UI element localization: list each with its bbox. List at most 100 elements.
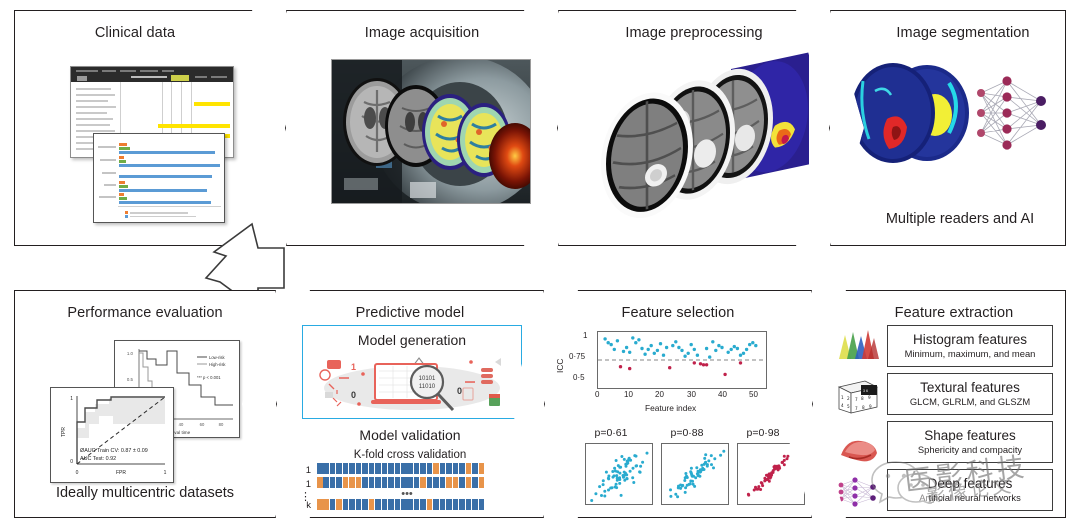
icc-xtick: 0 (595, 390, 600, 399)
kfold-cell (414, 477, 420, 488)
kfold-cell (407, 499, 413, 510)
kfold-cell (440, 463, 446, 474)
kfold-cell (414, 499, 420, 510)
kfold-cell (459, 477, 465, 488)
panel-title-performance-evaluation: Performance evaluation (67, 305, 223, 321)
svg-text:1.0: 1.0 (127, 351, 134, 356)
svg-text:0: 0 (76, 470, 79, 476)
kfold-cell (330, 463, 336, 474)
kfold-cell (453, 499, 459, 510)
icc-xtick: 30 (687, 390, 696, 399)
kfold-cell (362, 499, 368, 510)
kfold-cell (375, 499, 381, 510)
svg-text:0: 0 (351, 390, 356, 400)
kfold-cell (420, 477, 426, 488)
kfold-row-label: 1 (305, 479, 311, 490)
kfold-row-label: k (306, 500, 311, 511)
spreadsheet-toolbar (71, 67, 233, 82)
kfold-row-label: 1 (305, 465, 311, 476)
corr-label: p=0·88 (670, 427, 704, 439)
kfold-cell (446, 463, 452, 474)
kfold-cell (440, 477, 446, 488)
svg-text:High-risk: High-risk (209, 362, 226, 367)
model-generation-box: Model generation 1 0 0 (302, 325, 522, 419)
clinical-bar-chart (93, 133, 225, 223)
svg-text:0.5: 0.5 (127, 377, 134, 382)
highlight-cell (194, 102, 230, 106)
kfold-cell (446, 477, 452, 488)
kfold-bar-row (317, 499, 485, 510)
kfold-ellipsis: ••• (401, 488, 413, 500)
kfold-cell (317, 463, 323, 474)
icc-xtick: 10 (624, 390, 633, 399)
kfold-cell (433, 499, 439, 510)
kfold-cell (375, 463, 381, 474)
kfold-label: K-fold cross validation (353, 449, 467, 461)
histogram-icon (835, 327, 881, 366)
svg-text:1: 1 (841, 395, 844, 400)
correlation-scatter-3 (737, 443, 805, 505)
svg-text:*** p < 0.001: *** p < 0.001 (197, 375, 221, 380)
model-generation-illustration: 1 0 0 10101 11010 (303, 354, 521, 414)
feature-box-deep[interactable]: Deep features Artificial neural networks (887, 469, 1053, 511)
neural-network-icon (973, 67, 1055, 159)
svg-text:80: 80 (219, 422, 224, 427)
panel-title-feature-extraction: Feature extraction (894, 305, 1014, 321)
kfold-cell (336, 463, 342, 474)
icc-xtick: 40 (718, 390, 727, 399)
kfold-cell (382, 499, 388, 510)
feature-box-subtitle: Artificial neural networks (919, 492, 1021, 504)
svg-text:TPR: TPR (61, 427, 67, 437)
panel-title-feature-selection: Feature selection (621, 305, 735, 321)
svg-text:0: 0 (70, 459, 73, 465)
kfold-cell (362, 477, 368, 488)
kfold-cell (472, 477, 478, 488)
correlation-scatter-1 (585, 443, 653, 505)
panel-title-image-preprocessing: Image preprocessing (625, 25, 763, 41)
highlight-cell (158, 124, 229, 128)
kfold-cell (330, 477, 336, 488)
roc-curve-chart: 1 0 0 1 FPR TPR ØAUC Train CV: 0.87 ± 0.… (50, 387, 174, 483)
panel-image-acquisition: Image acquisition (286, 10, 558, 246)
kfold-cell (401, 463, 407, 474)
correlation-scatter-2 (661, 443, 729, 505)
svg-text:9: 9 (868, 395, 871, 400)
mri-scanner-photo (331, 59, 531, 204)
kfold-cell (343, 499, 349, 510)
kfold-cell (349, 463, 355, 474)
svg-text:4: 4 (841, 403, 844, 408)
feature-box-subtitle: Sphericity and compacity (917, 444, 1023, 456)
feature-box-shape[interactable]: Shape features Sphericity and compacity (887, 421, 1053, 463)
kfold-cell (356, 499, 362, 510)
feature-box-textural[interactable]: Textural features GLCM, GLRLM, and GLSZM (887, 373, 1053, 415)
svg-text:5: 5 (847, 404, 850, 409)
kfold-cell (472, 499, 478, 510)
icc-scatter-plot (597, 331, 767, 389)
kfold-cell (356, 463, 362, 474)
kfold-cell (317, 477, 323, 488)
kfold-cell (388, 463, 394, 474)
svg-text:1: 1 (164, 470, 167, 476)
panel-title-image-segmentation: Image segmentation (896, 25, 1030, 41)
svg-text:60: 60 (200, 422, 205, 427)
kfold-cell (395, 463, 401, 474)
kfold-cell (330, 499, 336, 510)
kfold-cell (323, 499, 329, 510)
icc-ytick: 1 (583, 331, 588, 340)
svg-text:Survival time: Survival time (164, 430, 191, 435)
panel-feature-selection: Feature selection ICC 1 0·75 0·5 0 10 20… (544, 290, 812, 518)
kfold-cell (375, 477, 381, 488)
kfold-cell (427, 463, 433, 474)
panel-clinical-data: Clinical data (14, 10, 286, 246)
kfold-cell (420, 463, 426, 474)
panel-image-segmentation: Image segmentation (830, 10, 1066, 246)
feature-box-histogram[interactable]: Histogram features Minimum, maximum, and… (887, 325, 1053, 367)
kfold-cell (369, 463, 375, 474)
kfold-cell (459, 463, 465, 474)
svg-text:10101: 10101 (419, 376, 436, 382)
svg-text:8: 8 (862, 405, 865, 410)
kfold-cell (323, 477, 329, 488)
svg-text:2: 2 (847, 396, 850, 401)
